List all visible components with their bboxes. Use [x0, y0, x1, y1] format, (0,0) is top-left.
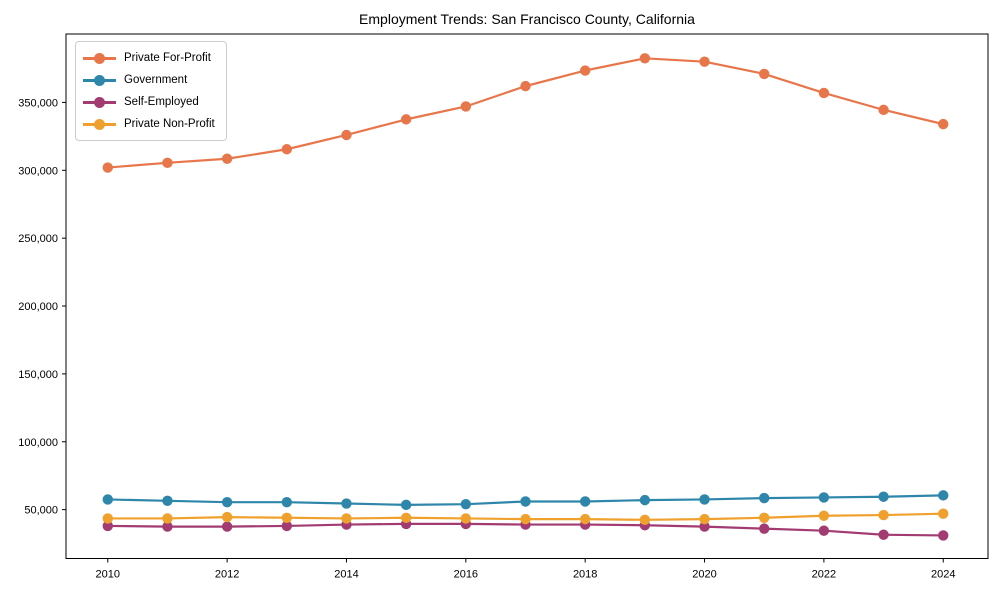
plot-border: [65, 33, 989, 559]
x-tick-label: 2016: [454, 569, 478, 581]
data-point: [162, 513, 173, 524]
data-point: [938, 508, 949, 519]
x-tick-label: 2020: [692, 569, 716, 581]
data-point: [878, 509, 889, 521]
data-point: [818, 510, 830, 521]
data-point: [400, 499, 412, 511]
data-point: [639, 53, 651, 64]
data-point: [221, 521, 233, 532]
y-tick-label: 100,000: [18, 437, 58, 449]
data-point: [341, 513, 352, 524]
legend-item-private-for-profit: Private For-Profit: [83, 47, 215, 69]
data-point: [759, 68, 770, 80]
data-point: [400, 114, 412, 125]
data-point: [878, 491, 889, 502]
y-tick-label: 200,000: [18, 301, 58, 313]
data-point: [818, 87, 830, 99]
data-point: [400, 512, 412, 523]
x-tick-label: 2012: [215, 569, 239, 581]
data-point: [938, 490, 949, 501]
data-point: [759, 492, 770, 504]
data-point: [162, 157, 173, 169]
data-point: [878, 104, 889, 116]
data-point: [759, 523, 770, 534]
data-point: [281, 144, 293, 155]
y-tick-label: 150,000: [18, 369, 58, 381]
x-tick-label: 2010: [96, 569, 120, 581]
legend-item-government: Government: [83, 69, 215, 91]
y-tick-label: 300,000: [18, 165, 58, 177]
line-dot-marker-icon: [83, 52, 116, 64]
data-point: [281, 520, 293, 532]
data-point: [579, 513, 591, 525]
line-dot-marker-icon: [83, 74, 116, 86]
data-point: [460, 499, 472, 510]
data-point: [162, 521, 173, 532]
data-point: [938, 118, 949, 130]
data-point: [878, 529, 889, 540]
y-tick-label: 350,000: [18, 97, 58, 109]
data-point: [579, 65, 591, 76]
data-point: [520, 80, 531, 92]
data-point: [221, 153, 233, 164]
data-point: [281, 512, 293, 523]
data-point: [938, 530, 949, 541]
x-tick-label: 2024: [931, 569, 955, 581]
data-point: [221, 496, 233, 508]
data-point: [818, 492, 830, 503]
y-tick-label: 250,000: [18, 233, 58, 245]
data-point: [759, 512, 770, 523]
data-point: [102, 520, 113, 532]
line-dot-marker-icon: [83, 118, 116, 130]
line-dot-marker-icon: [83, 96, 116, 108]
legend-label: Self-Employed: [124, 96, 199, 108]
data-point: [699, 521, 710, 532]
series-line-private-for-profit: [107, 57, 944, 169]
data-point: [639, 514, 651, 526]
data-point: [162, 495, 173, 507]
x-tick-label: 2018: [573, 569, 597, 581]
data-point: [520, 513, 531, 525]
chart-legend: Private For-Profit Government Self-Emplo…: [75, 41, 227, 141]
legend-label: Private Non-Profit: [124, 118, 215, 130]
data-point: [341, 498, 352, 509]
data-point: [699, 513, 710, 525]
legend-item-self-employed: Self-Employed: [83, 91, 215, 113]
data-point: [818, 525, 830, 536]
data-point: [102, 513, 113, 524]
legend-item-private-non-profit: Private Non-Profit: [83, 113, 215, 135]
data-point: [460, 513, 472, 524]
legend-label: Government: [124, 74, 188, 86]
data-point: [102, 494, 113, 505]
data-point: [699, 56, 710, 67]
x-tick-label: 2022: [812, 569, 836, 581]
data-point: [639, 494, 651, 506]
data-point: [699, 494, 710, 505]
chart-title: Employment Trends: San Francisco County,…: [359, 11, 695, 27]
y-tick-label: 50,000: [24, 505, 58, 517]
legend-label: Private For-Profit: [124, 52, 211, 64]
data-point: [102, 162, 113, 173]
data-point: [520, 496, 531, 507]
data-point: [221, 511, 233, 523]
data-point: [579, 496, 591, 507]
data-point: [460, 101, 472, 112]
data-point: [341, 129, 352, 141]
x-tick-label: 2014: [334, 569, 358, 581]
data-point: [281, 496, 293, 508]
